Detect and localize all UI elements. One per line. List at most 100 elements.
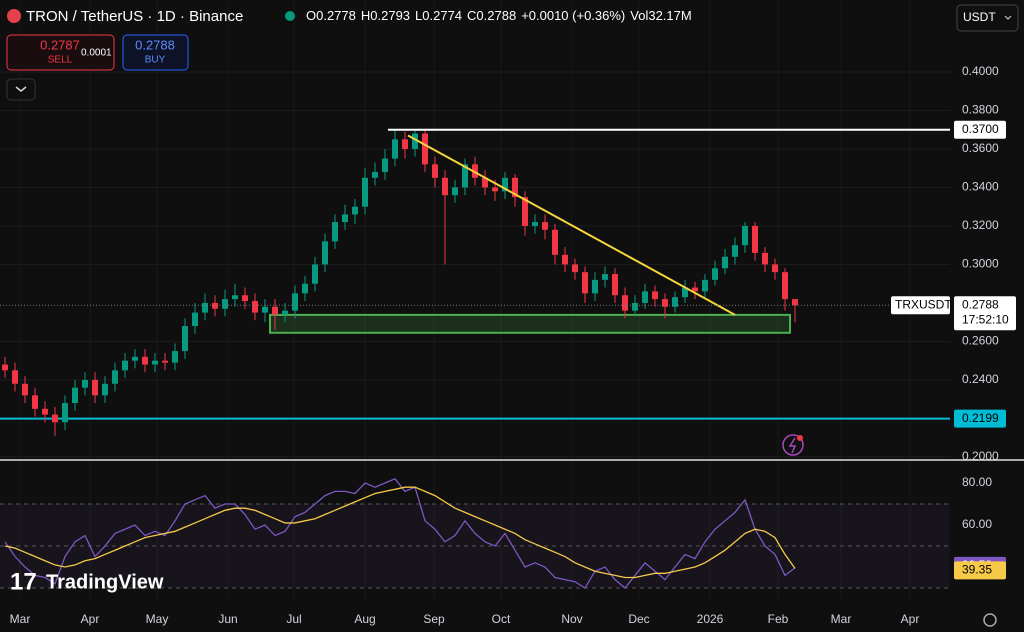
candle-body [792,299,798,306]
y-tick-label: 0.2000 [962,449,999,463]
candle-body [402,139,408,149]
candle-body [522,197,528,226]
ohlc-item: Vol32.17M [630,8,691,23]
y-tick-label: 60.00 [962,517,992,531]
candle-body [612,274,618,296]
candle-body [502,177,508,192]
y-tick-label: 0.3600 [962,141,999,155]
candle-body [242,295,248,302]
candle-body [192,312,198,327]
candle-body [722,256,728,269]
candle-body [372,172,378,178]
sell-button[interactable] [6,34,115,71]
candle-body [52,414,58,423]
candle-body [392,139,398,159]
candle-body [712,268,718,280]
symbol-title[interactable]: TRON / TetherUS · 1D · Binance [26,8,243,25]
rsi-line [4,478,796,589]
support-label: 0.2199 [962,411,999,425]
collapse-button[interactable] [6,78,36,101]
candle-body [122,360,128,371]
candle-body [482,177,488,188]
buy-price: 0.2788 [135,37,175,52]
ohlc-legend: O0.2778 H0.2793 L0.2774 C0.2788 +0.0010 (+0.… [306,8,692,23]
resistance-label: 0.3700 [962,122,999,136]
alert-icon[interactable] [782,434,804,456]
y-tick-label: 0.3200 [962,218,999,232]
symbol-label-box [891,296,950,315]
ohlc-item: O0.2778 [306,8,356,23]
candle-body [552,229,558,255]
y-tick-label: 0.2400 [962,372,999,386]
candle-body [642,291,648,303]
candle-body [232,295,238,300]
bolt-icon [788,437,797,454]
ohlc-item: L0.2774 [415,8,462,23]
buy-button[interactable] [122,34,189,71]
candle-body [82,379,88,388]
candle-body [182,326,188,352]
candle-body [292,293,298,311]
x-tick-label: Apr [901,612,920,626]
candle-body [632,302,638,311]
y-tick-label: 0.4000 [962,64,999,78]
candle-body [622,295,628,311]
x-tick-label: Nov [561,612,582,626]
rsi-line [4,486,796,579]
candle-body [452,187,458,196]
price-label-box [954,296,1016,331]
watermark: TradingView [46,571,164,593]
candle-body [382,158,388,173]
candle-body [592,279,598,294]
candle-body [542,222,548,230]
support-zone [269,313,791,334]
market-status [285,11,295,21]
candle-body [412,133,418,149]
candle-body [72,387,78,404]
support-label-box [954,409,1006,428]
candle-body [42,408,48,415]
candle-body [702,279,708,292]
candle-body [112,370,118,384]
candle-body [272,306,278,315]
x-tick-label: Mar [10,612,31,626]
candle-body [492,187,498,192]
candle-body [672,297,678,307]
candle-body [472,164,478,178]
candle-body [652,291,658,300]
ohlc-item: H0.2793 [361,8,410,23]
candle-body [772,264,778,273]
settings-icon[interactable] [983,613,997,627]
x-tick-label: Dec [628,612,649,626]
sell-price: 0.2787 [40,37,80,52]
candle-body [92,379,98,396]
x-tick-label: May [146,612,169,626]
candle-body [562,254,568,265]
buy-label: BUY [145,55,166,66]
x-tick-label: Oct [492,612,511,626]
sell-label: SELL [48,55,73,66]
candle-body [172,351,178,363]
price-label: 0.2788 [962,297,999,311]
candle-body [222,299,228,309]
candle-body [352,206,358,215]
value-label: 39.35 [962,563,992,577]
alert-dot [797,435,803,441]
x-tick-label: Jun [218,612,237,626]
candle-body [22,383,28,396]
spread: 0.0001 [81,48,112,59]
symbol-logo [7,9,21,23]
ohlc-item: C0.2788 [467,8,516,23]
x-tick-label: Aug [354,612,375,626]
y-tick-label: 0.3400 [962,180,999,194]
currency-select[interactable] [956,4,1019,32]
candle-body [62,403,68,423]
candle-body [132,356,138,361]
candle-body [732,245,738,257]
logo-mark: 17 [10,568,37,595]
chevron-icon [15,86,27,92]
x-tick-label: Sep [423,612,445,626]
candle-body [162,360,168,363]
x-tick-label: Jul [286,612,301,626]
